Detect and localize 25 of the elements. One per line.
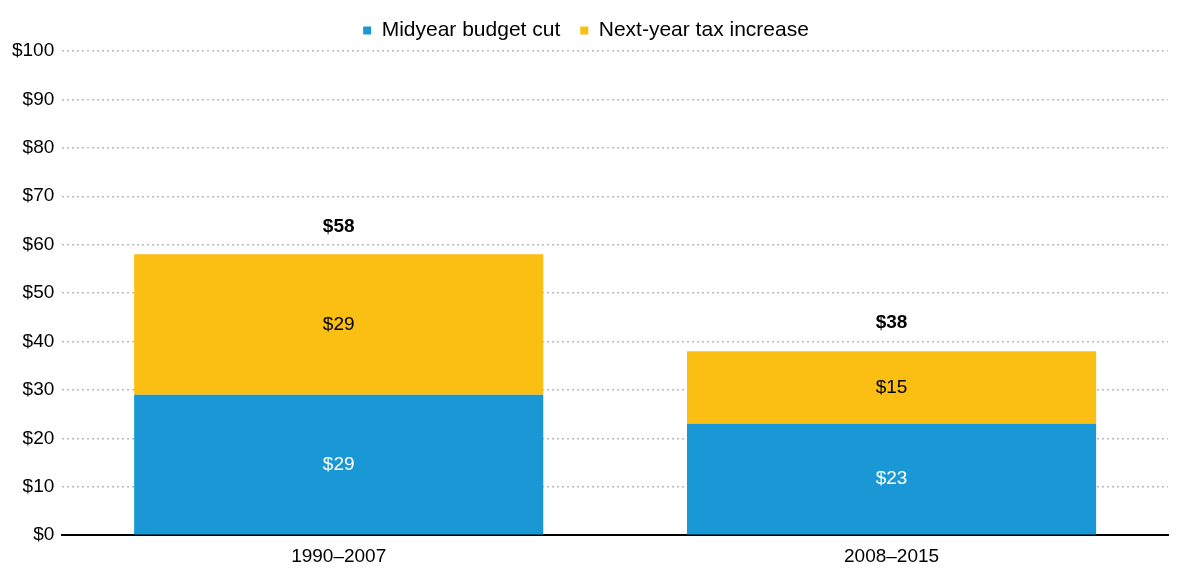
y-tick-label: $50 (22, 281, 55, 303)
bar (687, 423, 1097, 535)
y-tick-label: $10 (22, 475, 55, 497)
x-tick-label: 2008–2015 (844, 544, 940, 566)
legend-label: Next-year tax increase (598, 17, 809, 41)
data-label: $23 (875, 467, 908, 489)
total-label: $38 (875, 311, 908, 333)
bar (134, 394, 544, 535)
y-tick-label: $100 (11, 39, 55, 61)
total-label: $58 (322, 214, 355, 236)
y-tick-label: $60 (22, 232, 55, 254)
legend-label: Midyear budget cut (381, 17, 561, 41)
y-tick-label: $30 (22, 378, 55, 400)
y-tick-label: $90 (22, 87, 55, 109)
y-tick-label: $0 (33, 523, 55, 545)
y-tick-label: $80 (22, 136, 55, 158)
bar (134, 254, 544, 395)
y-tick-label: $20 (22, 426, 55, 448)
data-label: $29 (322, 452, 355, 474)
data-label: $15 (875, 375, 908, 397)
x-tick-label: 1990–2007 (291, 544, 387, 566)
y-tick-label: $70 (22, 184, 55, 206)
bar (687, 351, 1097, 424)
y-tick-label: $40 (22, 329, 55, 351)
data-label: $29 (322, 312, 355, 334)
